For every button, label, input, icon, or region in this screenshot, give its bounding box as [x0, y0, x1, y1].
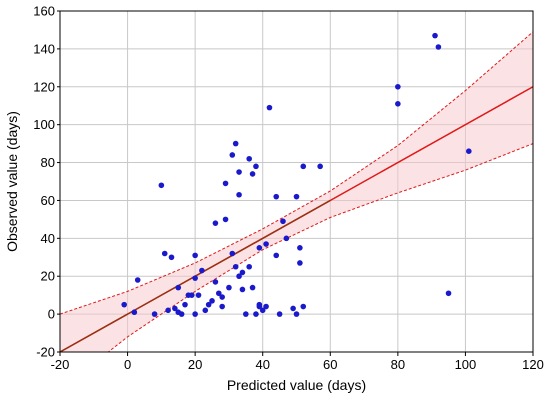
data-point	[239, 286, 246, 293]
data-point	[273, 193, 280, 200]
lower-confidence-line	[107, 143, 533, 352]
data-point	[432, 32, 438, 39]
data-point	[199, 267, 205, 274]
y-tick-label: 40	[41, 231, 55, 246]
data-point	[232, 140, 239, 147]
data-point	[236, 169, 242, 175]
data-point	[293, 311, 300, 317]
data-point	[192, 311, 198, 317]
data-point	[300, 163, 307, 170]
data-point	[256, 245, 263, 251]
x-tick-label: 80	[391, 357, 405, 372]
x-tick-labels: -20 0 20 40 60 80 100 120	[51, 352, 544, 372]
x-tick-label: 120	[522, 357, 544, 372]
x-tick-label: 40	[255, 357, 269, 372]
x-tick-label: 0	[124, 357, 131, 372]
data-point	[232, 263, 239, 270]
data-point	[290, 305, 296, 312]
data-point	[168, 254, 175, 261]
data-point	[219, 294, 225, 300]
data-point	[202, 307, 209, 314]
data-point	[293, 193, 300, 200]
y-axis-label: Observed value (days)	[4, 111, 20, 252]
upper-confidence-line	[60, 31, 533, 315]
data-point	[172, 305, 178, 312]
data-point	[134, 277, 141, 283]
data-point	[165, 307, 171, 314]
data-point	[151, 311, 158, 317]
data-point	[297, 245, 303, 251]
data-point	[222, 216, 229, 223]
data-point	[280, 218, 286, 225]
data-point	[195, 292, 202, 298]
data-point	[236, 191, 242, 198]
data-point	[175, 284, 182, 291]
data-point	[273, 252, 280, 259]
y-tick-label: 20	[41, 269, 55, 284]
data-point	[212, 279, 219, 285]
x-tick-label: 20	[188, 357, 202, 372]
y-tick-label: 120	[33, 79, 55, 94]
data-point	[229, 152, 236, 158]
data-point	[300, 303, 307, 310]
data-point	[239, 269, 246, 276]
data-point	[178, 311, 185, 317]
data-point	[222, 180, 229, 187]
y-tick-label: 140	[33, 41, 55, 56]
data-point	[188, 292, 195, 298]
confidence-band-fill	[60, 31, 533, 352]
y-tick-label: 80	[41, 155, 55, 170]
data-point	[317, 163, 323, 170]
data-point	[121, 301, 127, 308]
data-point	[192, 252, 198, 259]
data-point	[259, 307, 266, 314]
data-point	[215, 290, 222, 297]
confidence-band	[60, 31, 533, 352]
data-point	[131, 309, 138, 316]
data-points	[121, 32, 472, 317]
x-tick-label: 60	[323, 357, 337, 372]
data-point	[395, 101, 401, 107]
y-tick-labels: -20 0 20 40 60 80 100 120 140 160	[33, 4, 60, 360]
y-tick-label: 60	[41, 193, 55, 208]
data-point	[246, 263, 252, 270]
data-point	[263, 303, 269, 310]
data-point	[445, 290, 452, 297]
y-tick-label: 100	[33, 117, 55, 132]
data-point	[161, 250, 168, 257]
data-point	[219, 303, 225, 310]
data-point	[209, 298, 215, 304]
data-point	[297, 260, 303, 266]
data-point	[249, 171, 256, 177]
data-point	[253, 163, 259, 170]
data-point	[212, 220, 219, 226]
data-point	[256, 301, 263, 308]
y-tick-label: 160	[33, 4, 55, 19]
data-point	[182, 301, 188, 308]
data-point	[276, 311, 283, 317]
data-point	[263, 241, 269, 247]
data-point	[205, 301, 212, 308]
y-tick-label: 0	[48, 307, 55, 322]
data-point	[192, 275, 198, 281]
data-point	[395, 83, 401, 90]
data-point	[236, 273, 242, 280]
x-tick-label: 100	[455, 357, 477, 372]
x-axis-label: Predicted value (days)	[227, 377, 366, 393]
data-point	[283, 235, 290, 242]
data-point	[158, 182, 165, 189]
data-point	[229, 250, 236, 257]
data-point	[266, 104, 273, 111]
y-tick-label: -20	[36, 345, 55, 360]
x-tick-label: -20	[51, 357, 70, 372]
data-point	[249, 284, 256, 291]
data-point	[243, 311, 249, 317]
data-point	[246, 155, 252, 162]
plot-frame	[59, 10, 534, 353]
data-point	[466, 148, 472, 154]
data-point	[435, 44, 442, 50]
data-point	[253, 311, 259, 317]
data-point	[226, 284, 232, 291]
